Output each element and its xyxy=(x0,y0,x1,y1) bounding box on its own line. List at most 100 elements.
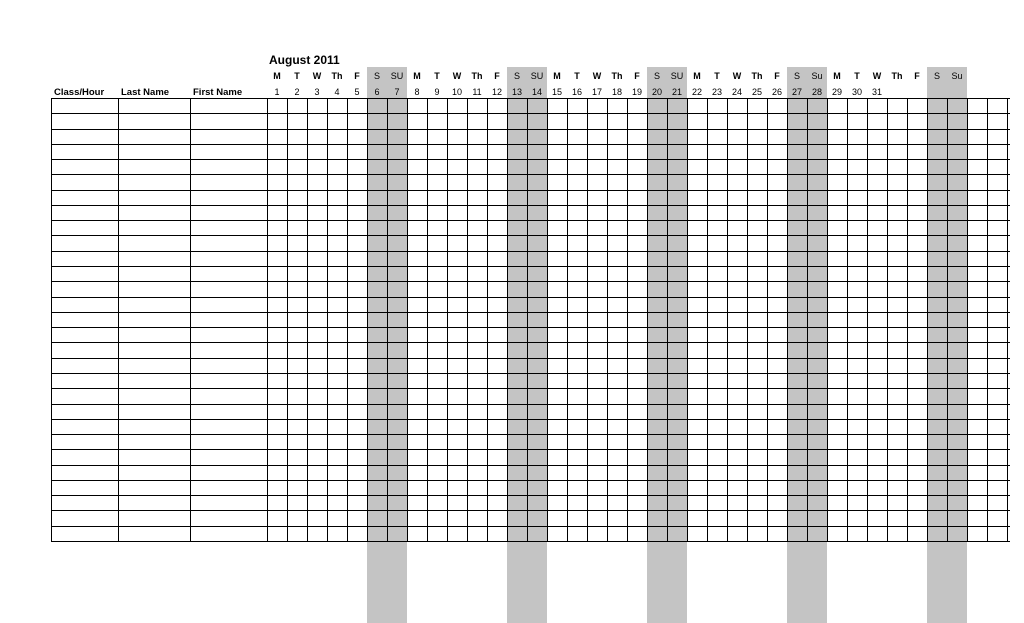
day-of-week-label: F xyxy=(634,71,640,81)
day-of-week-label: T xyxy=(854,71,860,81)
weekend-shade xyxy=(947,67,967,623)
day-number-label: 9 xyxy=(434,87,440,97)
day-number-label: 23 xyxy=(711,87,722,97)
day-number-label: 5 xyxy=(354,87,360,97)
grid-column-line xyxy=(547,98,548,541)
day-number-label: 12 xyxy=(491,87,502,97)
grid-column-line xyxy=(787,98,788,541)
grid-row-line xyxy=(51,541,1010,542)
grid-row-line xyxy=(51,297,1010,298)
day-of-week-label: Su xyxy=(811,71,823,81)
day-of-week-label: SU xyxy=(390,71,404,81)
day-of-week-label: M xyxy=(413,71,421,81)
grid-row-line xyxy=(51,235,1010,236)
grid-row-line xyxy=(51,465,1010,466)
grid-column-line xyxy=(287,98,288,541)
grid-row-line xyxy=(51,480,1010,481)
day-number-label: 3 xyxy=(314,87,320,97)
day-number-label: 7 xyxy=(394,87,400,97)
day-number-label: 14 xyxy=(531,87,542,97)
grid-column-line xyxy=(627,98,628,541)
day-number-label: 19 xyxy=(631,87,642,97)
grid-column-line xyxy=(367,98,368,541)
grid-column-line xyxy=(667,98,668,541)
grid-column-line xyxy=(907,98,908,541)
grid-row-line xyxy=(51,98,1010,99)
grid-column-line xyxy=(527,98,528,541)
grid-row-line xyxy=(51,251,1010,252)
day-of-week-label: W xyxy=(592,71,602,81)
day-number-label: 20 xyxy=(651,87,662,97)
grid-column-line xyxy=(727,98,728,541)
grid-row-line xyxy=(51,358,1010,359)
day-number-label: 4 xyxy=(334,87,340,97)
day-number-label: 27 xyxy=(791,87,802,97)
grid-column-line xyxy=(51,98,52,541)
grid-column-line xyxy=(427,98,428,541)
day-of-week-label: Th xyxy=(611,71,623,81)
day-number-label: 15 xyxy=(551,87,562,97)
grid-column-line xyxy=(387,98,388,541)
grid-row-line xyxy=(51,266,1010,267)
grid-row-line xyxy=(51,174,1010,175)
grid-column-line xyxy=(587,98,588,541)
grid-column-line xyxy=(847,98,848,541)
grid-column-line xyxy=(607,98,608,541)
header-class-hour: Class/Hour xyxy=(54,87,105,98)
grid-column-line xyxy=(887,98,888,541)
day-of-week-label: M xyxy=(693,71,701,81)
day-number-label: 16 xyxy=(571,87,582,97)
day-number-label: 1 xyxy=(274,87,280,97)
weekend-shade xyxy=(787,67,807,623)
grid-row-line xyxy=(51,113,1010,114)
day-number-label: 18 xyxy=(611,87,622,97)
day-of-week-label: Su xyxy=(951,71,963,81)
grid-row-line xyxy=(51,373,1010,374)
weekend-shade xyxy=(507,67,527,623)
day-number-label: 2 xyxy=(294,87,300,97)
weekend-shade xyxy=(927,67,947,623)
day-number-label: 22 xyxy=(691,87,702,97)
day-number-label: 24 xyxy=(731,87,742,97)
weekend-shade xyxy=(807,67,827,623)
grid-row-line xyxy=(51,404,1010,405)
day-of-week-label: S xyxy=(793,71,800,81)
day-number-label: 6 xyxy=(374,87,380,97)
grid-column-line xyxy=(347,98,348,541)
day-of-week-label: F xyxy=(914,71,920,81)
weekend-shade xyxy=(647,67,667,623)
grid-column-line xyxy=(507,98,508,541)
grid-row-line xyxy=(51,129,1010,130)
day-number-label: 30 xyxy=(851,87,862,97)
weekend-shade xyxy=(667,67,687,623)
weekend-shade xyxy=(367,67,387,623)
grid-row-line xyxy=(51,342,1010,343)
grid-row-line xyxy=(51,220,1010,221)
day-of-week-label: M xyxy=(553,71,561,81)
day-of-week-label: Th xyxy=(331,71,343,81)
grid-column-line xyxy=(407,98,408,541)
day-of-week-label: SU xyxy=(530,71,544,81)
grid-column-line xyxy=(967,98,968,541)
grid-column-line xyxy=(767,98,768,541)
grid-column-line xyxy=(927,98,928,541)
day-of-week-label: W xyxy=(312,71,322,81)
grid-column-line xyxy=(190,98,191,541)
grid-row-line xyxy=(51,434,1010,435)
day-of-week-label: S xyxy=(373,71,380,81)
grid-column-line xyxy=(118,98,119,541)
grid-row-line xyxy=(51,281,1010,282)
day-number-label: 31 xyxy=(871,87,882,97)
day-number-label: 11 xyxy=(472,87,482,97)
grid-row-line xyxy=(51,449,1010,450)
grid-row-line xyxy=(51,526,1010,527)
grid-column-line xyxy=(1007,98,1008,541)
grid-column-line xyxy=(447,98,448,541)
day-of-week-label: S xyxy=(653,71,660,81)
grid-row-line xyxy=(51,419,1010,420)
sheet-title: August 2011 xyxy=(269,53,340,67)
grid-column-line xyxy=(267,98,268,541)
day-of-week-label: Th xyxy=(471,71,483,81)
day-of-week-label: T xyxy=(434,71,440,81)
